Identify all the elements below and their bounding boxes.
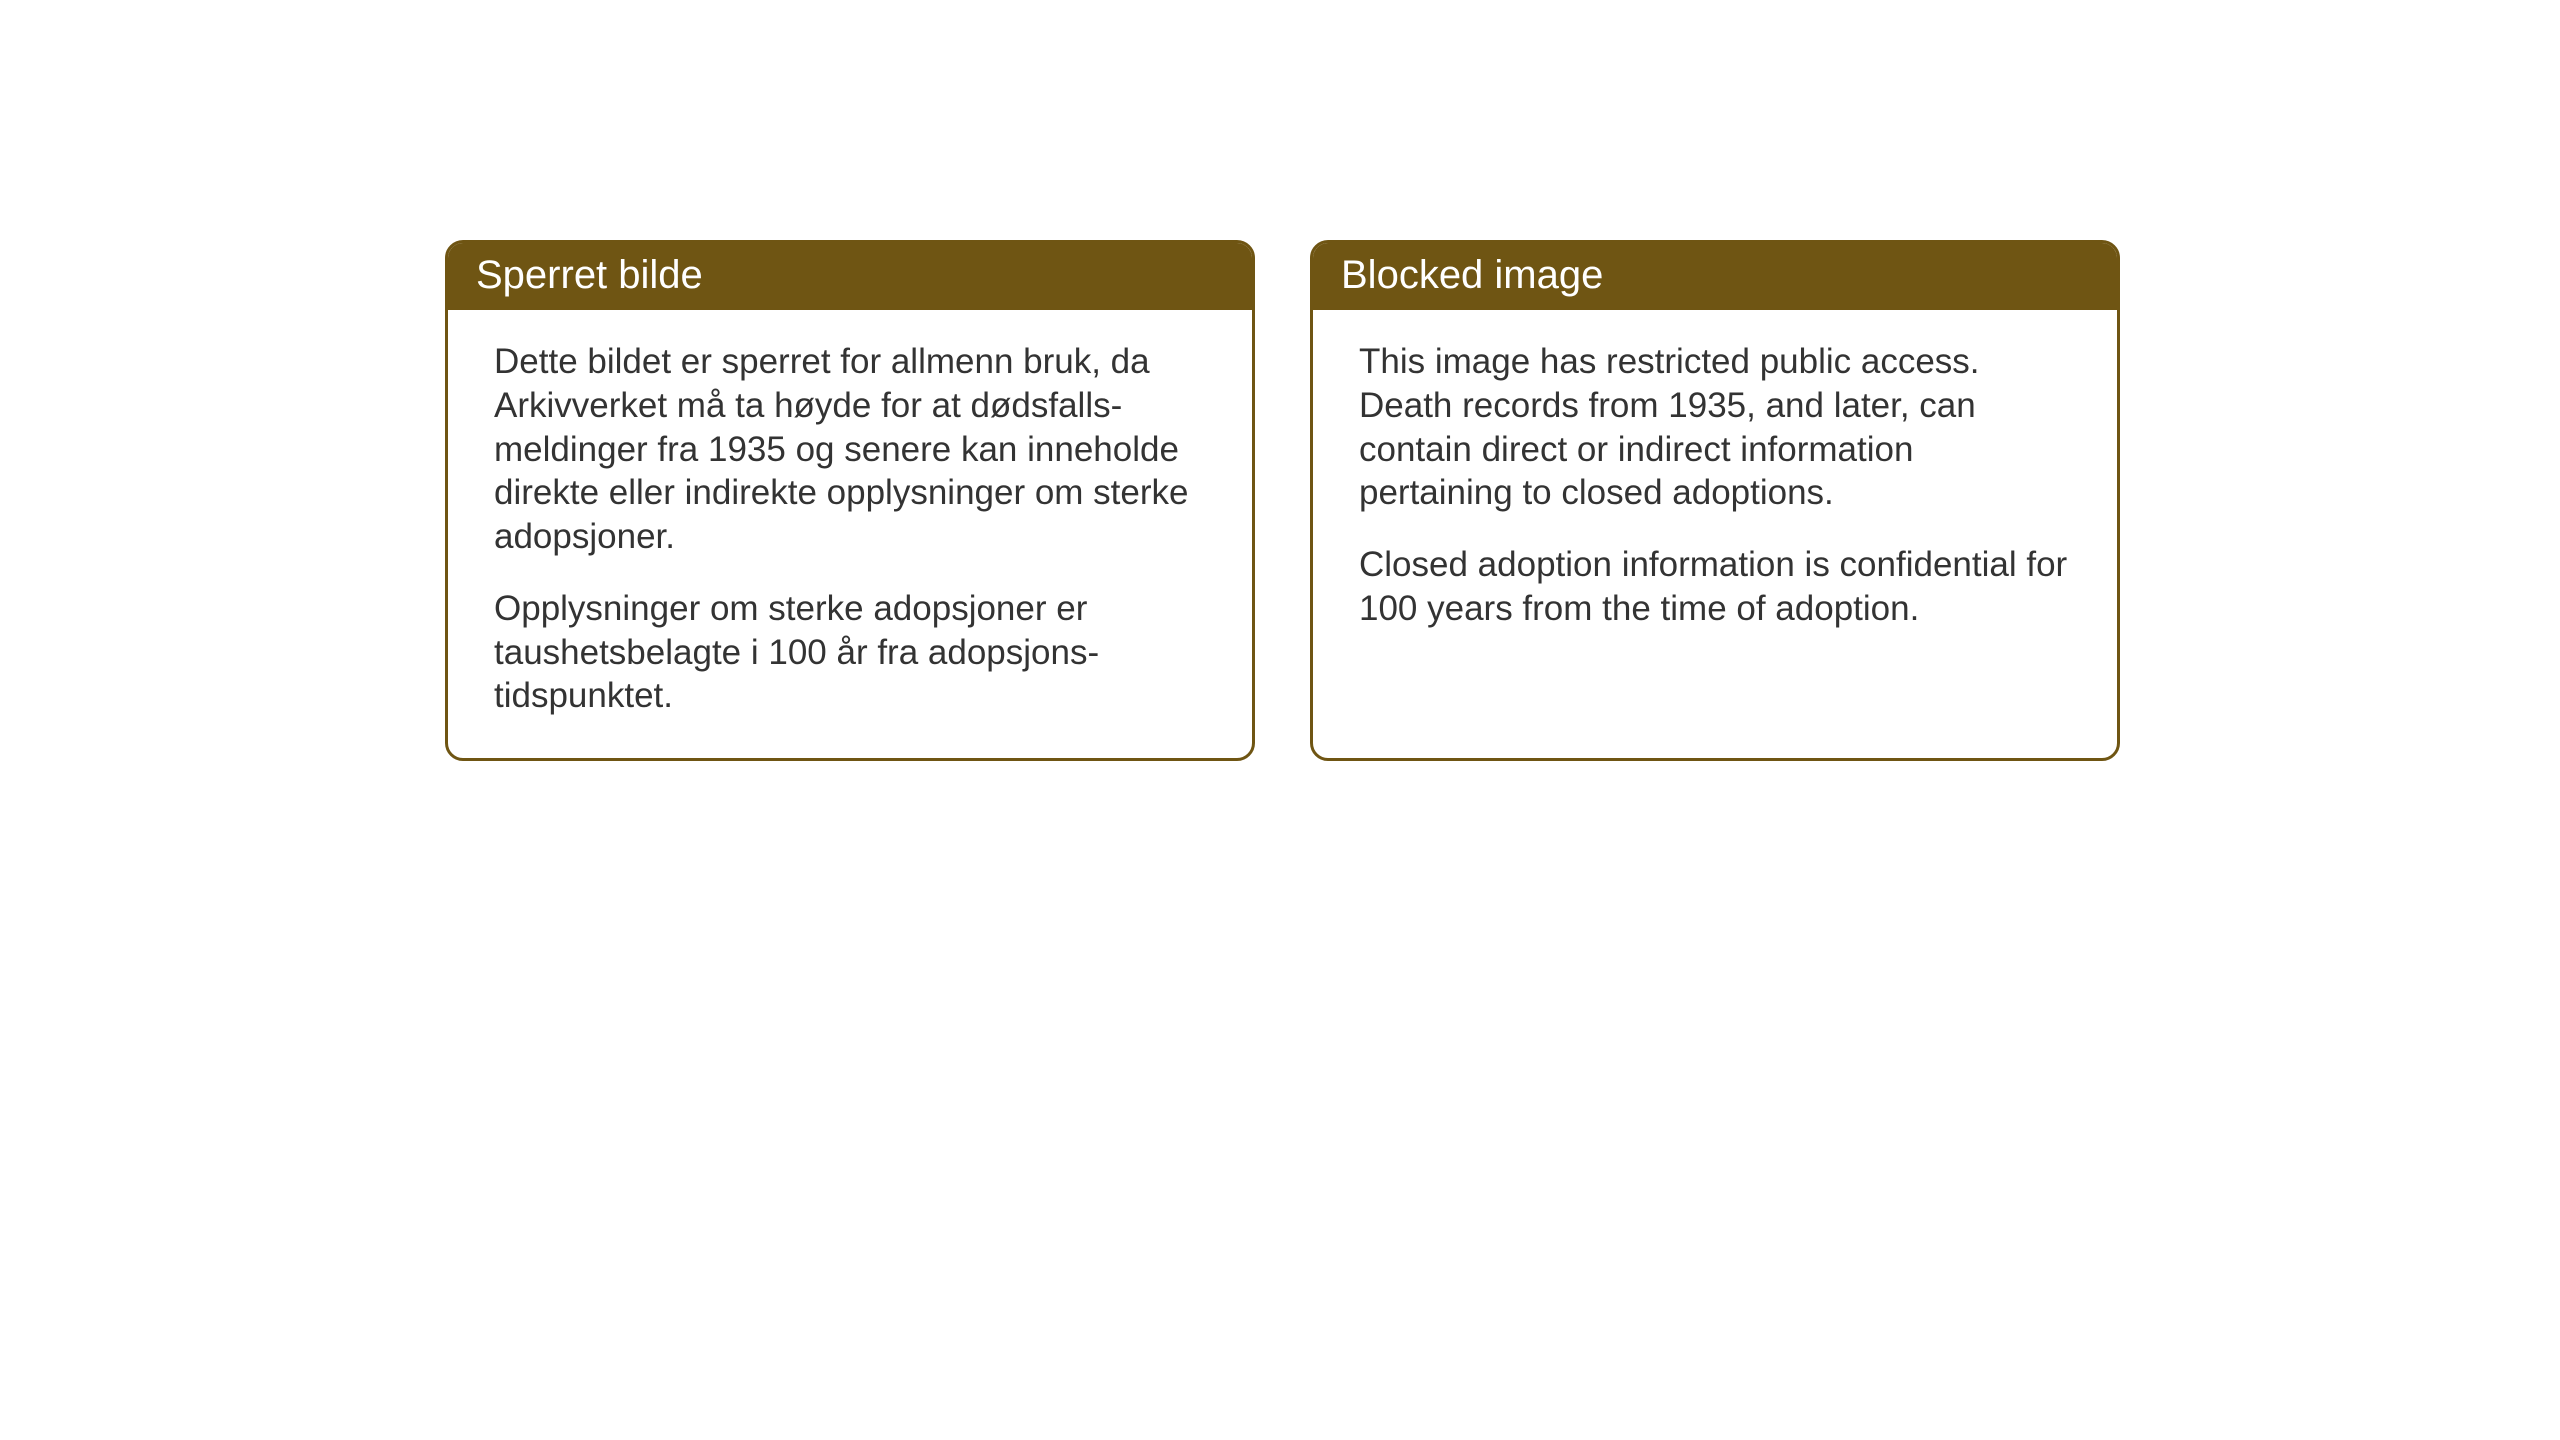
- card-english-para2: Closed adoption information is confident…: [1359, 543, 2071, 631]
- card-norwegian-para1: Dette bildet er sperret for allmenn bruk…: [494, 340, 1206, 559]
- card-english-header: Blocked image: [1313, 243, 2117, 310]
- card-norwegian-body: Dette bildet er sperret for allmenn bruk…: [448, 310, 1252, 758]
- card-norwegian: Sperret bilde Dette bildet er sperret fo…: [445, 240, 1255, 761]
- card-english-body: This image has restricted public access.…: [1313, 310, 2117, 671]
- card-norwegian-para2: Opplysninger om sterke adopsjoner er tau…: [494, 587, 1206, 718]
- card-english-para1: This image has restricted public access.…: [1359, 340, 2071, 515]
- card-norwegian-title: Sperret bilde: [476, 253, 703, 297]
- cards-container: Sperret bilde Dette bildet er sperret fo…: [0, 0, 2560, 761]
- card-english: Blocked image This image has restricted …: [1310, 240, 2120, 761]
- card-norwegian-header: Sperret bilde: [448, 243, 1252, 310]
- card-english-title: Blocked image: [1341, 253, 1603, 297]
